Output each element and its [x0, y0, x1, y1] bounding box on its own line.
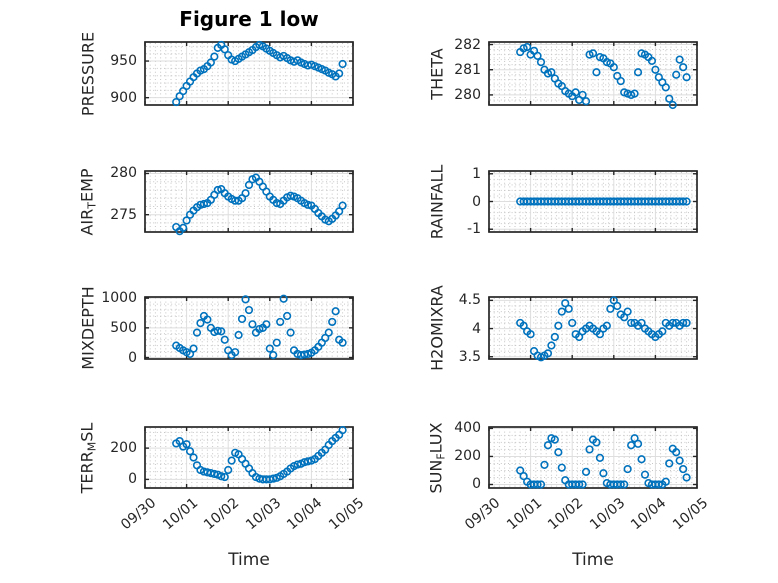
y-axis-label-MIXDEPTH: MIXDEPTH — [79, 286, 98, 369]
ytick-label-TERR_MSL-200: 200 — [110, 440, 137, 457]
ytick-label-H2OMIXRA-4.5: 4.5 — [458, 292, 481, 309]
ytick-label-AIR_TEMP-280: 280 — [110, 165, 137, 182]
y-axis-label-part: SUN — [426, 459, 446, 493]
ytick-label-THETA-281: 281 — [454, 61, 481, 78]
x-axis-label-left: Time — [228, 550, 270, 570]
ytick-label-THETA-280: 280 — [454, 86, 481, 103]
x-axis-label-right: Time — [572, 550, 614, 570]
ytick-label-AIR_TEMP-275: 275 — [110, 206, 137, 223]
y-axis-label-part: SL — [77, 422, 97, 442]
y-axis-label-part: TERR — [77, 450, 97, 493]
y-axis-label-TERR_MSL: TERRMSL — [78, 422, 99, 493]
ytick-label-THETA-282: 282 — [454, 36, 481, 53]
ytick-label-RAINFALL--1: -1 — [467, 221, 481, 238]
y-axis-label-part: F — [434, 452, 448, 460]
ytick-label-PRESSURE-950: 950 — [110, 53, 137, 70]
ytick-label-SUN_FLUX-0: 0 — [472, 476, 481, 493]
y-axis-label-part: M — [85, 441, 99, 451]
y-axis-label-AIR_TEMP: AIRTEMP — [78, 168, 99, 235]
y-axis-label-THETA: THETA — [428, 48, 447, 99]
ytick-label-TERR_MSL-0: 0 — [128, 471, 137, 488]
y-axis-label-part: RAINFALL — [427, 164, 447, 239]
y-axis-label-part: AIR — [77, 208, 97, 236]
ytick-label-MIXDEPTH-1000: 1000 — [101, 290, 137, 307]
y-axis-label-part: PRESSURE — [78, 31, 98, 116]
y-axis-label-part: EMP — [77, 167, 97, 202]
ytick-label-SUN_FLUX-400: 400 — [454, 420, 481, 437]
ytick-label-MIXDEPTH-0: 0 — [128, 349, 137, 366]
y-axis-label-part: LUX — [426, 422, 446, 453]
ytick-label-H2OMIXRA-4: 4 — [472, 320, 481, 337]
ytick-label-MIXDEPTH-500: 500 — [110, 319, 137, 336]
y-axis-label-part: MIXDEPTH — [78, 286, 98, 370]
y-axis-label-SUN_FLUX: SUNFLUX — [427, 422, 448, 493]
y-axis-label-part: H2OMIXRA — [427, 285, 447, 371]
figure-title: Figure 1 low — [179, 7, 319, 31]
ytick-label-RAINFALL-0: 0 — [472, 193, 481, 210]
y-axis-label-RAINFALL: RAINFALL — [428, 164, 447, 239]
ytick-label-RAINFALL-1: 1 — [472, 165, 481, 182]
y-axis-label-part: T — [85, 201, 99, 209]
y-axis-label-PRESSURE: PRESSURE — [79, 31, 98, 115]
ytick-label-H2OMIXRA-3.5: 3.5 — [458, 348, 481, 365]
ytick-label-PRESSURE-900: 900 — [110, 89, 137, 106]
y-axis-label-H2OMIXRA: H2OMIXRA — [428, 285, 447, 371]
y-axis-label-part: THETA — [427, 47, 447, 100]
ytick-label-SUN_FLUX-200: 200 — [454, 448, 481, 465]
